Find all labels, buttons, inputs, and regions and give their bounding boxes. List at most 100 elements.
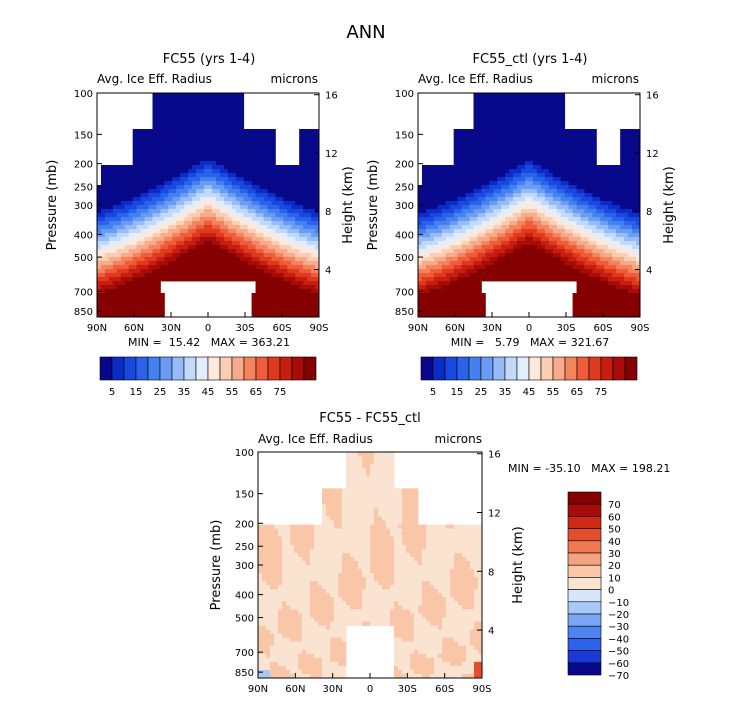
- field-cell: [97, 225, 102, 230]
- field-cell: [196, 133, 201, 138]
- field-cell: [200, 265, 205, 270]
- field-cell: [315, 165, 320, 170]
- field-cell: [208, 277, 213, 282]
- field-cell: [140, 305, 145, 310]
- field-cell: [584, 141, 589, 146]
- field-cell: [164, 161, 169, 166]
- panel-title: FC55_ctl (yrs 1-4): [473, 52, 588, 67]
- field-cell: [291, 233, 296, 238]
- field-cell: [180, 105, 185, 110]
- field-cell: [509, 245, 514, 250]
- field-cell: [97, 217, 102, 222]
- field-cell: [620, 141, 625, 146]
- field-cell: [636, 257, 641, 262]
- field-cell: [560, 149, 566, 154]
- field-cell: [429, 185, 435, 190]
- field-cell: [493, 97, 498, 102]
- field-cell: [215, 221, 221, 226]
- field-cell: [465, 285, 470, 290]
- field-cell: [299, 305, 304, 310]
- field-cell: [588, 269, 593, 274]
- field-cell: [180, 197, 185, 202]
- field-cell: [184, 201, 189, 206]
- field-cell: [588, 305, 593, 310]
- field-cell: [572, 269, 577, 274]
- field-cell: [231, 213, 237, 218]
- field-cell: [469, 233, 474, 238]
- field-cell: [604, 285, 609, 290]
- field-cell: [235, 173, 241, 178]
- field-cell: [628, 149, 633, 154]
- field-cell: [215, 233, 221, 238]
- field-cell: [521, 253, 526, 258]
- field-cell: [449, 201, 455, 206]
- field-cell: [200, 173, 205, 178]
- field-cell: [501, 193, 506, 198]
- field-cell: [219, 201, 225, 206]
- field-cell: [227, 201, 233, 206]
- field-cell: [215, 265, 221, 270]
- field-cell: [588, 293, 593, 298]
- field-cell: [540, 133, 546, 138]
- field-cell: [176, 97, 181, 102]
- field-cell: [521, 97, 526, 102]
- field-cell: [100, 177, 106, 182]
- field-cell: [168, 109, 173, 114]
- field-cell: [160, 297, 165, 302]
- field-cell: [311, 257, 316, 262]
- field-cell: [540, 121, 546, 126]
- field-cell: [525, 181, 530, 186]
- field-cell: [208, 241, 213, 246]
- field-cell: [453, 161, 459, 166]
- field-cell: [168, 221, 173, 226]
- field-cell: [100, 169, 106, 174]
- field-cell: [489, 141, 494, 146]
- field-cell: [560, 101, 566, 106]
- field-cell: [564, 161, 570, 166]
- field-cell: [453, 289, 459, 294]
- field-cell: [259, 293, 264, 298]
- field-cell: [536, 213, 542, 218]
- field-cell: [529, 185, 534, 190]
- field-cell: [132, 301, 138, 306]
- field-cell: [156, 101, 161, 106]
- field-cell: [271, 289, 276, 294]
- field-cell: [211, 185, 217, 190]
- field-cell: [596, 249, 601, 254]
- field-cell: [548, 125, 554, 130]
- field-cell: [532, 121, 538, 126]
- field-cell: [433, 193, 439, 198]
- field-cell: [540, 193, 546, 198]
- field-cell: [168, 241, 173, 246]
- field-cell: [116, 221, 122, 226]
- field-cell: [279, 173, 284, 178]
- field-cell: [100, 209, 106, 214]
- field-cell: [596, 173, 601, 178]
- field-cell: [529, 125, 534, 130]
- field-cell: [517, 233, 522, 238]
- field-cell: [616, 213, 621, 218]
- field-cell: [588, 137, 593, 142]
- field-cell: [243, 233, 249, 238]
- field-cell: [536, 109, 542, 114]
- field-cell: [576, 261, 581, 266]
- field-cell: [152, 153, 157, 158]
- field-cell: [315, 305, 320, 310]
- field-cell: [144, 165, 149, 170]
- field-cell: [429, 265, 435, 270]
- field-cell: [604, 213, 609, 218]
- field-cell: [279, 177, 284, 182]
- field-cell: [485, 217, 490, 222]
- field-cell: [525, 225, 530, 230]
- field-cell: [223, 125, 229, 130]
- field-cell: [275, 289, 280, 294]
- field-cell: [120, 285, 126, 290]
- field-cell: [204, 93, 209, 98]
- field-cell: [525, 201, 530, 206]
- field-cell: [473, 293, 478, 298]
- field-cell: [556, 269, 562, 274]
- field-cell: [580, 209, 585, 214]
- field-cell: [303, 197, 308, 202]
- field-cell: [612, 217, 617, 222]
- field-cell: [172, 261, 177, 266]
